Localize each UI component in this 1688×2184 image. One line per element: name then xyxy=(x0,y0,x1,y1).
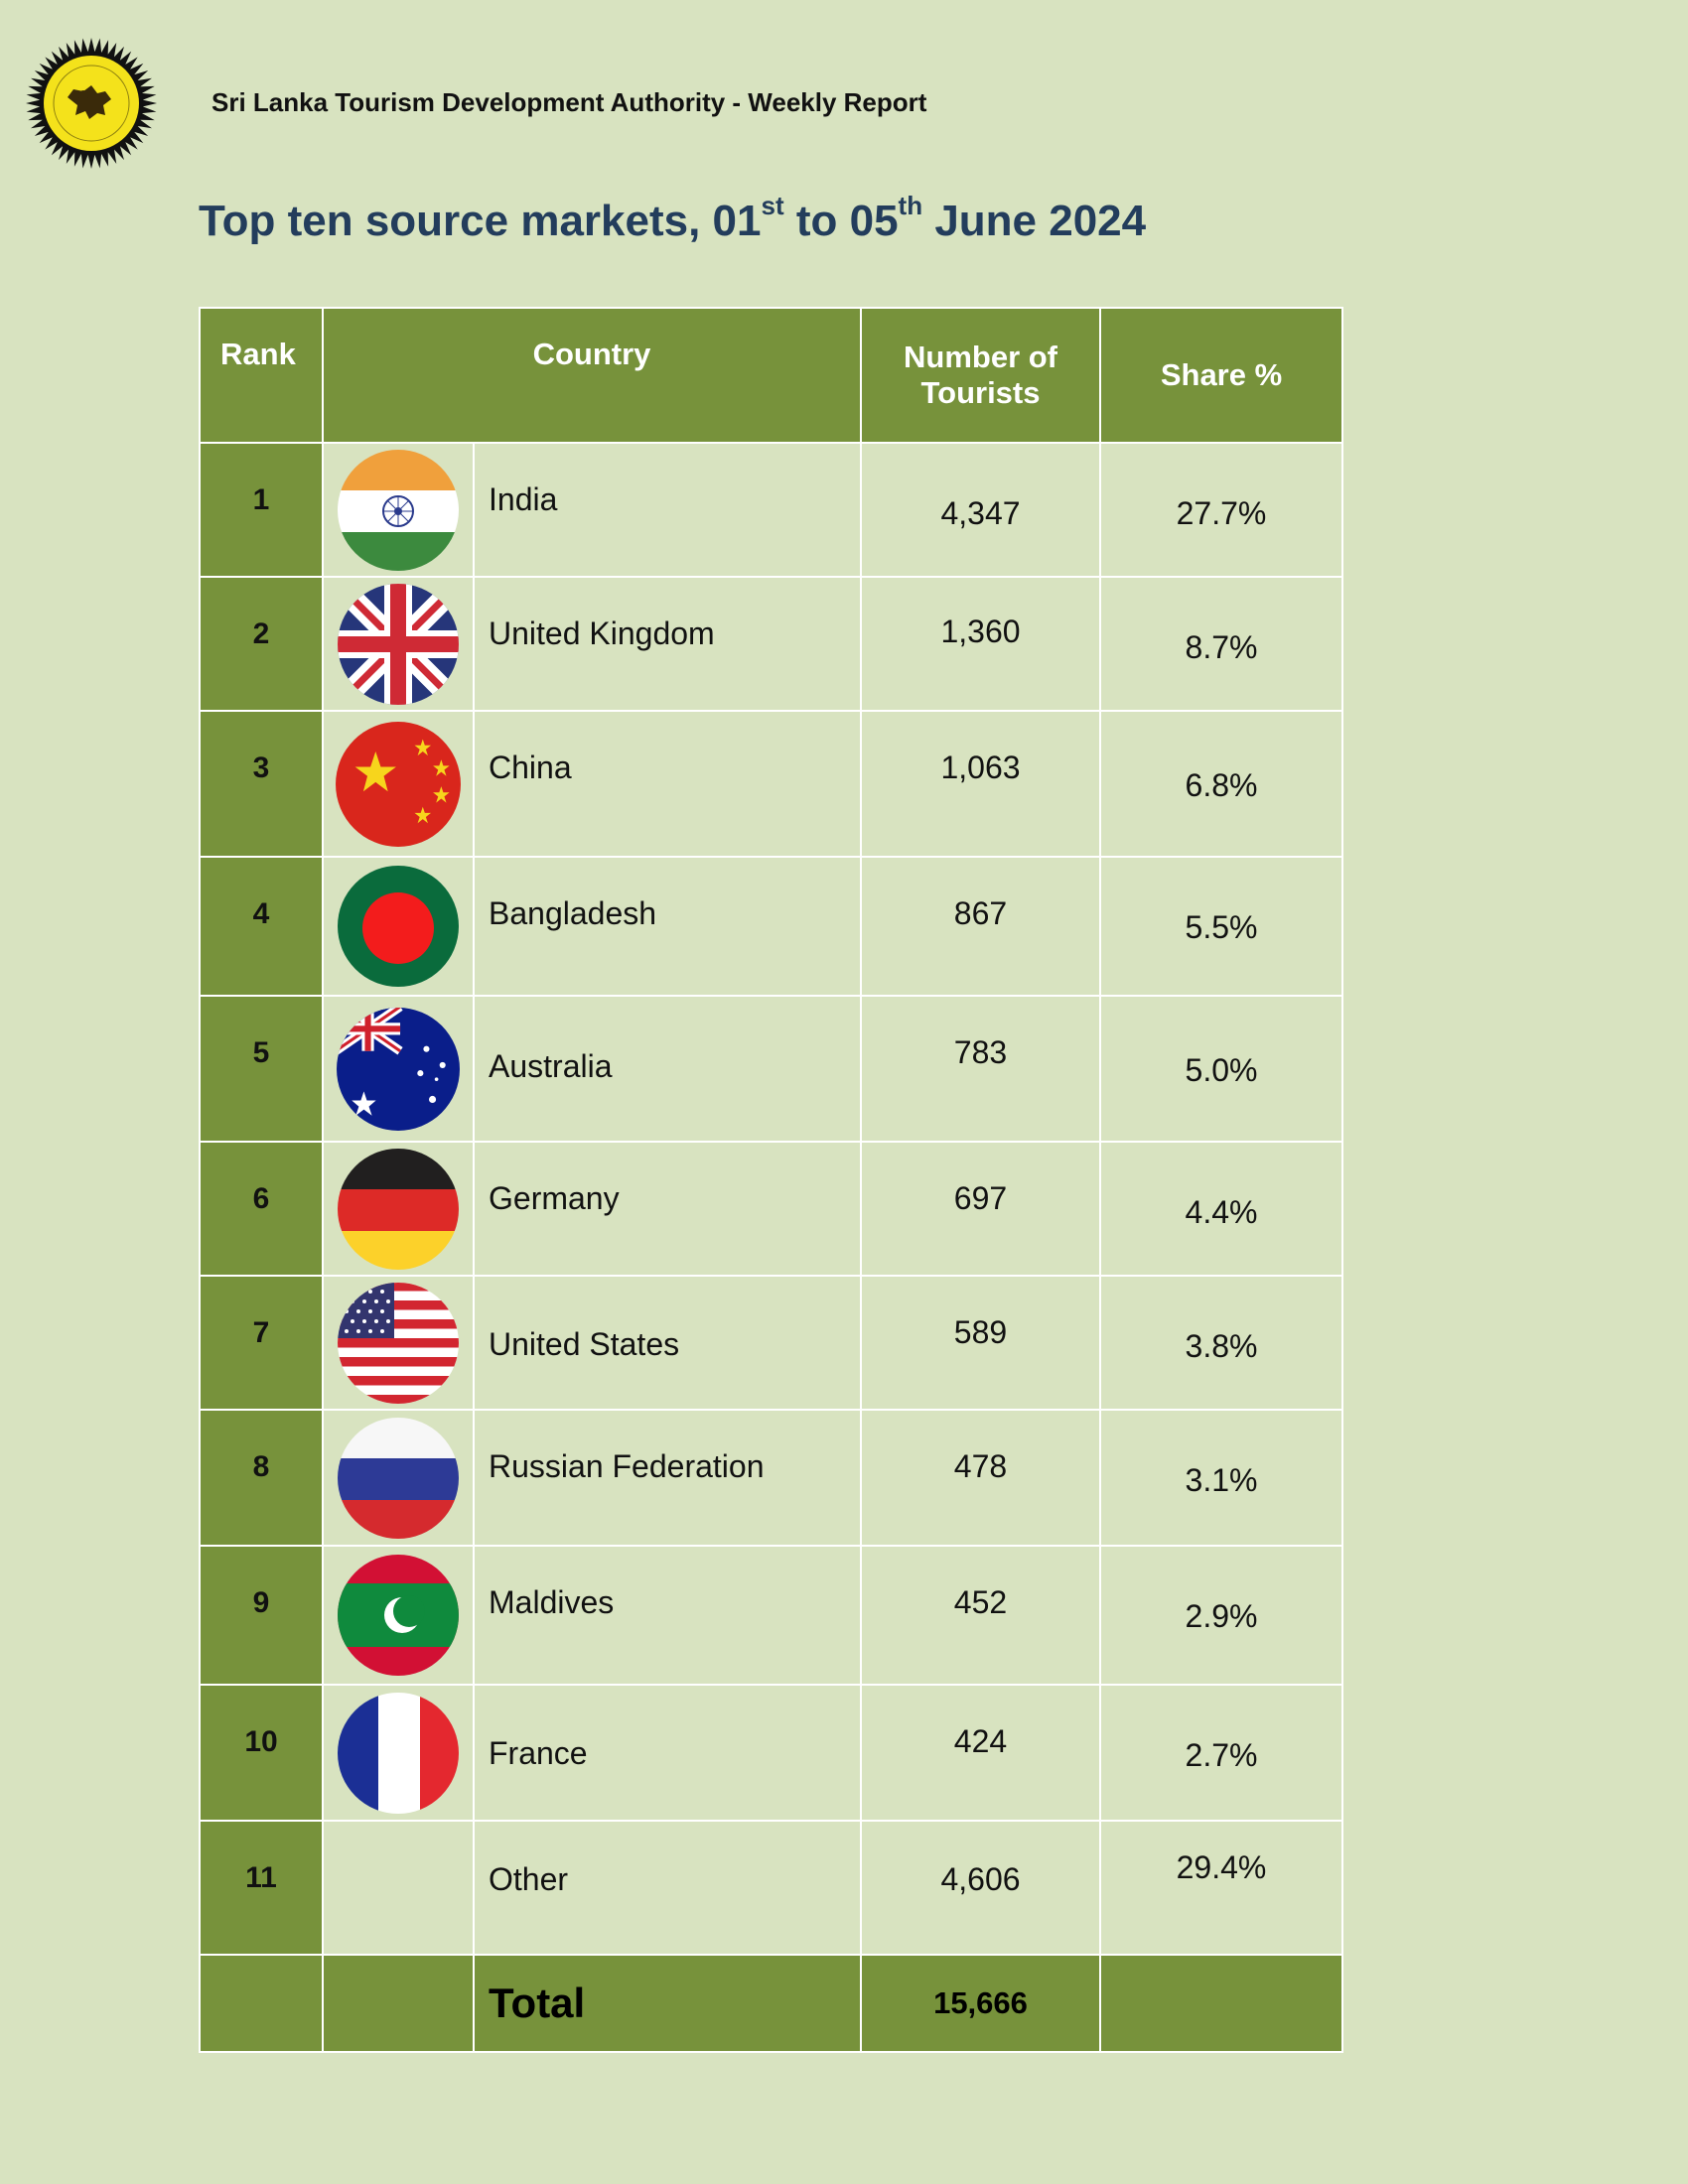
rank-cell: 4 xyxy=(199,856,324,997)
header-number-of-tourists: Number of Tourists xyxy=(860,307,1101,444)
table-row: 4 Bangladesh 867 5.5% xyxy=(199,856,1343,997)
share-cell: 6.8% xyxy=(1099,710,1343,858)
maldives-flag-icon xyxy=(338,1555,459,1676)
rank-cell: 11 xyxy=(199,1820,324,1956)
country-cell: Maldives xyxy=(473,1545,862,1686)
share-cell: 29.4% xyxy=(1099,1820,1343,1956)
tourists-cell: 1,360 xyxy=(860,576,1101,712)
flag-cell xyxy=(322,995,475,1143)
tourists-cell: 589 xyxy=(860,1275,1101,1411)
rank-cell: 7 xyxy=(199,1275,324,1411)
tourists-cell: 4,347 xyxy=(860,442,1101,578)
rank-cell: 8 xyxy=(199,1409,324,1547)
rank-cell: 2 xyxy=(199,576,324,712)
total-tourists: 15,666 xyxy=(860,1954,1101,2053)
table-row: 10 France 424 2.7% xyxy=(199,1684,1343,1822)
tourists-cell: 1,063 xyxy=(860,710,1101,858)
header-share: Share % xyxy=(1099,307,1343,444)
country-cell: Bangladesh xyxy=(473,856,862,997)
country-cell: France xyxy=(473,1684,862,1822)
rank-cell: 6 xyxy=(199,1141,324,1277)
rank-cell: 1 xyxy=(199,442,324,578)
share-cell: 8.7% xyxy=(1099,576,1343,712)
tourists-cell: 452 xyxy=(860,1545,1101,1686)
china-flag-icon xyxy=(336,721,461,847)
rank-cell: 9 xyxy=(199,1545,324,1686)
tourists-cell: 697 xyxy=(860,1141,1101,1277)
country-cell: Russian Federation xyxy=(473,1409,862,1547)
tourists-cell: 867 xyxy=(860,856,1101,997)
flag-cell xyxy=(322,1820,475,1956)
share-cell: 3.8% xyxy=(1099,1275,1343,1411)
bangladesh-flag-icon xyxy=(338,866,459,987)
organization-header: Sri Lanka Tourism Development Authority … xyxy=(211,87,927,117)
share-cell: 4.4% xyxy=(1099,1141,1343,1277)
country-cell: China xyxy=(473,710,862,858)
share-cell: 27.7% xyxy=(1099,442,1343,578)
table-row: 1 India xyxy=(199,442,1343,578)
rank-cell: 10 xyxy=(199,1684,324,1822)
page-title: Top ten source markets, 01st to 05th Jun… xyxy=(199,191,1147,245)
russia-flag-icon xyxy=(338,1417,459,1539)
country-cell: Australia xyxy=(473,995,862,1143)
table-row: 8 Russian Federation 478 3.1% xyxy=(199,1409,1343,1547)
share-cell: 5.0% xyxy=(1099,995,1343,1143)
share-cell: 5.5% xyxy=(1099,856,1343,997)
flag-cell xyxy=(322,856,475,997)
france-flag-icon xyxy=(338,1692,459,1814)
flag-cell xyxy=(322,1275,475,1411)
country-cell: Other xyxy=(473,1820,862,1956)
total-row: Total 15,666 xyxy=(199,1954,1343,2053)
tourists-cell: 4,606 xyxy=(860,1820,1101,1956)
share-cell: 3.1% xyxy=(1099,1409,1343,1547)
sri-lanka-tourism-logo-icon xyxy=(26,38,157,169)
flag-cell xyxy=(322,576,475,712)
tourists-cell: 783 xyxy=(860,995,1101,1143)
total-flag-cell xyxy=(322,1954,475,2053)
table-row: 2 United Kin xyxy=(199,576,1343,712)
total-share-cell xyxy=(1099,1954,1343,2053)
rank-cell: 5 xyxy=(199,995,324,1143)
flag-cell xyxy=(322,1684,475,1822)
table-row: 9 Maldives 452 2.9% xyxy=(199,1545,1343,1686)
australia-flag-icon xyxy=(337,1007,460,1131)
share-cell: 2.9% xyxy=(1099,1545,1343,1686)
flag-cell xyxy=(322,1141,475,1277)
india-flag-icon xyxy=(338,449,459,571)
flag-cell xyxy=(322,710,475,858)
tourists-cell: 424 xyxy=(860,1684,1101,1822)
table-row: 11 Other 4,606 29.4% xyxy=(199,1820,1343,1956)
table-row: 3 China 1,063 6.8% xyxy=(199,710,1343,858)
table-row: 7 xyxy=(199,1275,1343,1411)
header-rank: Rank xyxy=(199,307,324,444)
header-country: Country xyxy=(322,307,862,444)
flag-cell xyxy=(322,1409,475,1547)
share-cell: 2.7% xyxy=(1099,1684,1343,1822)
germany-flag-icon xyxy=(338,1148,459,1270)
total-rank-cell xyxy=(199,1954,324,2053)
united-kingdom-flag-icon xyxy=(338,583,459,705)
table-row: 6 Germany 697 4.4% xyxy=(199,1141,1343,1277)
country-cell: United Kingdom xyxy=(473,576,862,712)
tourists-cell: 478 xyxy=(860,1409,1101,1547)
country-cell: India xyxy=(473,442,862,578)
flag-cell xyxy=(322,1545,475,1686)
source-markets-table: Rank Country Number of Tourists Share % 1 xyxy=(199,307,1343,2053)
country-cell: United States xyxy=(473,1275,862,1411)
table-header-row: Rank Country Number of Tourists Share % xyxy=(199,307,1343,444)
flag-cell xyxy=(322,442,475,578)
total-label: Total xyxy=(473,1954,862,2053)
united-states-flag-icon xyxy=(338,1282,459,1404)
country-cell: Germany xyxy=(473,1141,862,1277)
table-row: 5 xyxy=(199,995,1343,1143)
rank-cell: 3 xyxy=(199,710,324,858)
